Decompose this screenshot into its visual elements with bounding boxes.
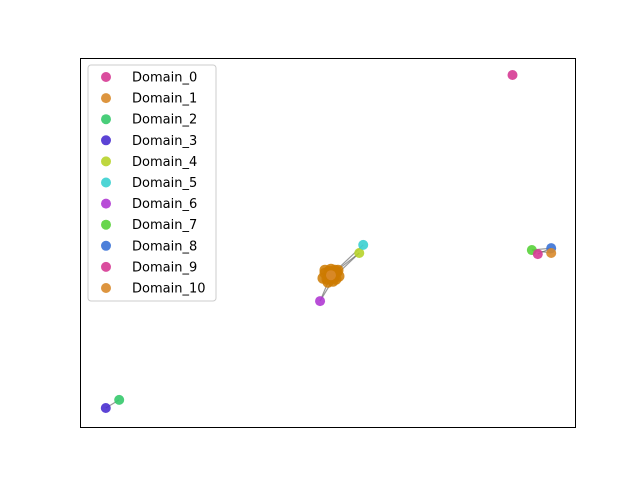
legend-label: Domain_9: [132, 260, 197, 275]
point-domain-6-0: [315, 296, 326, 307]
point-domain-10-0: [546, 247, 557, 258]
legend-marker: [101, 198, 111, 209]
legend-marker: [101, 72, 111, 82]
legend-marker: [101, 261, 111, 272]
legend: Domain_0 Domain_1 Domain_2 Domain_3 Domain_4…: [87, 64, 217, 302]
point-domain-0-0: [507, 70, 518, 81]
plot-frame: [80, 58, 576, 428]
legend-label: Domain_5: [132, 176, 197, 191]
legend-marker: [101, 177, 111, 188]
legend-marker: [101, 114, 111, 125]
point-domain-9-0: [532, 249, 543, 260]
legend-box: [87, 64, 217, 302]
legend-entry-domain-8: Domain_8: [101, 239, 197, 254]
legend-marker: [101, 135, 111, 146]
legend-entry-domain-0: Domain_0: [101, 71, 197, 86]
legend-label: Domain_3: [132, 134, 197, 149]
legend-label: Domain_8: [132, 239, 197, 254]
point-domain-2-0: [114, 394, 125, 405]
legend-label: Domain_2: [132, 113, 197, 128]
legend-marker: [101, 219, 111, 230]
points-layer: [100, 70, 557, 414]
legend-label: Domain_1: [132, 92, 197, 107]
legend-entry-domain-3: Domain_3: [101, 134, 197, 149]
legend-marker: [101, 93, 111, 104]
legend-label: Domain_0: [132, 71, 197, 86]
point-domain-4-0: [354, 247, 365, 258]
point-domain-1-0: [325, 270, 336, 281]
legend-entry-domain-10: Domain_10: [101, 282, 206, 297]
legend-marker: [101, 240, 111, 251]
legend-entry-domain-4: Domain_4: [101, 155, 197, 170]
legend-label: Domain_4: [132, 155, 197, 170]
point-domain-3-0: [100, 403, 111, 414]
legend-label: Domain_10: [132, 282, 206, 297]
legend-label: Domain_7: [132, 218, 197, 233]
legend-entry-domain-7: Domain_7: [101, 218, 197, 233]
legend-entry-domain-6: Domain_6: [101, 197, 197, 212]
legend-entry-domain-1: Domain_1: [101, 92, 197, 107]
legend-label: Domain_6: [132, 197, 197, 212]
legend-entry-domain-9: Domain_9: [101, 260, 197, 275]
legend-entry-domain-2: Domain_2: [101, 113, 197, 128]
legend-marker: [101, 156, 111, 167]
legend-entry-domain-5: Domain_5: [101, 176, 197, 191]
legend-marker: [101, 283, 111, 293]
point-domain-5-0: [358, 239, 369, 250]
